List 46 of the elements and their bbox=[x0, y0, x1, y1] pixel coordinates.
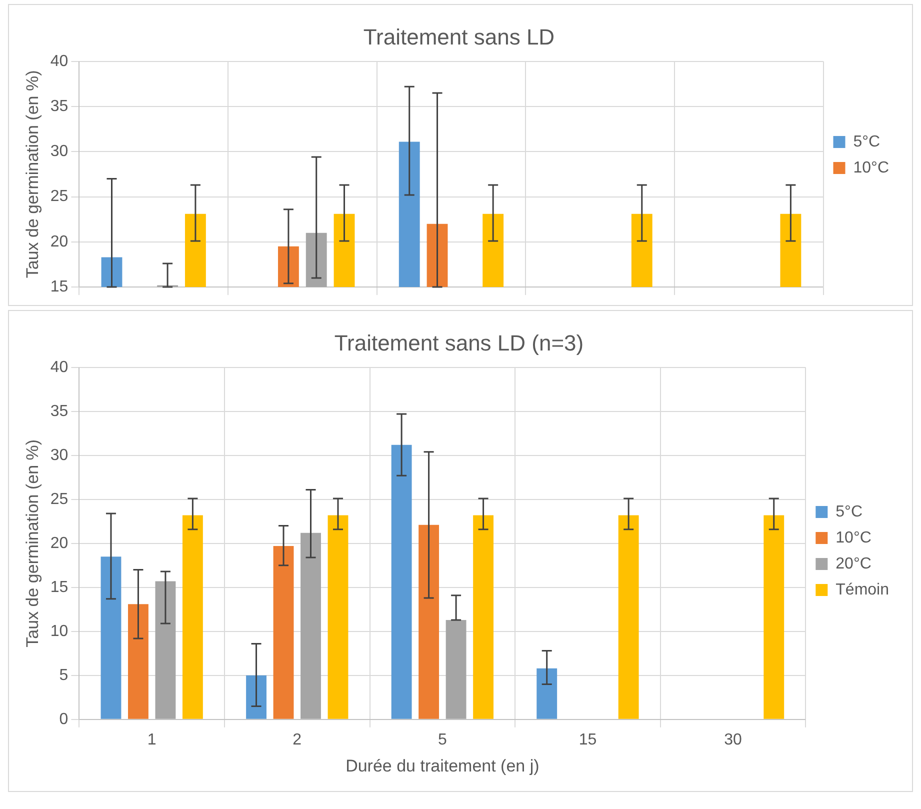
y-tick-label: 10 bbox=[50, 622, 68, 640]
bar bbox=[446, 620, 466, 719]
bar bbox=[391, 444, 412, 719]
x-tick-label: 1 bbox=[147, 731, 156, 748]
legend-label: 5°C bbox=[853, 133, 880, 150]
bar bbox=[618, 515, 639, 719]
bar bbox=[536, 668, 558, 719]
y-tick-label: 25 bbox=[50, 490, 68, 508]
bar bbox=[155, 581, 176, 719]
y-tick-label: 35 bbox=[50, 402, 68, 420]
y-tick-label: 20 bbox=[50, 233, 68, 250]
y-tick-label: 40 bbox=[50, 52, 68, 70]
bar bbox=[328, 515, 348, 719]
y-tick-label: 30 bbox=[50, 446, 68, 464]
y-tick-label: 20 bbox=[50, 534, 68, 552]
chart-title: Traitement sans LD (n=3) bbox=[334, 330, 584, 356]
legend-label: 20°C bbox=[836, 555, 872, 572]
bar bbox=[418, 524, 440, 719]
bar bbox=[100, 556, 122, 719]
x-tick-label: 5 bbox=[438, 731, 447, 748]
legend-label: 10°C bbox=[836, 529, 872, 546]
bar bbox=[246, 675, 266, 719]
y-tick-label: 5 bbox=[59, 666, 68, 684]
y-axis-title: Taux de germination (en %) bbox=[22, 70, 42, 278]
chart-title: Traitement sans LD bbox=[363, 24, 555, 50]
x-tick-label: 2 bbox=[292, 731, 302, 748]
bar bbox=[764, 515, 784, 719]
legend-label: 5°C bbox=[836, 503, 863, 520]
y-tick-label: 15 bbox=[50, 578, 68, 596]
legend-label: Témoin bbox=[836, 581, 890, 598]
bar bbox=[273, 546, 294, 719]
bar bbox=[300, 532, 321, 719]
y-tick-label: 15 bbox=[50, 278, 68, 296]
bar bbox=[128, 604, 148, 719]
y-tick-label: 35 bbox=[50, 98, 68, 115]
x-axis-title: Durée du traitement (en j) bbox=[346, 756, 540, 776]
y-tick-label: 25 bbox=[50, 188, 68, 206]
bar bbox=[473, 515, 494, 719]
y-tick-label: 30 bbox=[50, 143, 68, 160]
y-tick-label: 40 bbox=[50, 358, 68, 376]
x-tick-label: 15 bbox=[578, 731, 597, 748]
y-tick-label: 0 bbox=[59, 710, 68, 728]
x-tick-label: 30 bbox=[724, 731, 742, 748]
bar bbox=[182, 515, 203, 719]
y-axis-title: Taux de germination (en %) bbox=[22, 439, 42, 648]
legend-label: 10°C bbox=[853, 159, 889, 176]
